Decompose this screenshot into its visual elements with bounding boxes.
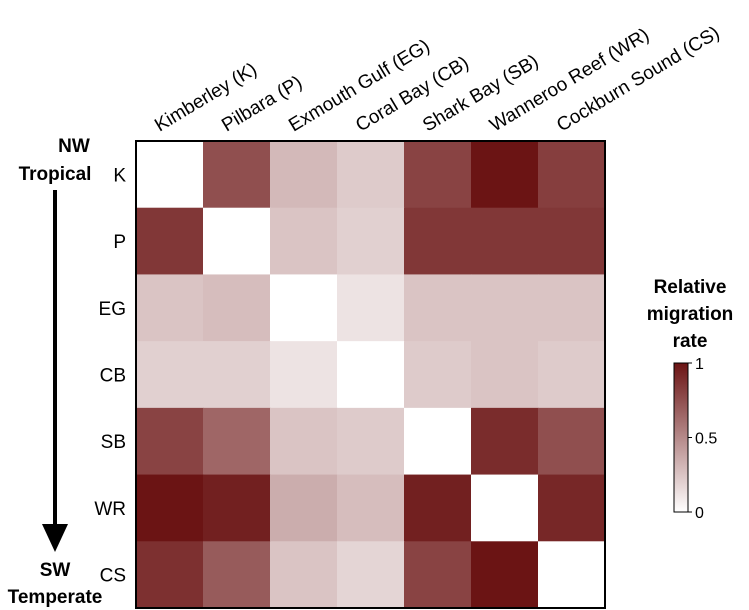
heatmap-cell-p-cs bbox=[538, 207, 606, 276]
legend-tick-label: 0.5 bbox=[695, 431, 717, 448]
side-label-tropical: Tropical bbox=[19, 164, 92, 185]
row-label-p: P bbox=[113, 232, 126, 253]
heatmap-cell-sb-eg bbox=[270, 407, 338, 476]
heatmap-cell-wr-cb bbox=[337, 474, 405, 542]
heatmap-cell-cb-k bbox=[136, 341, 204, 409]
heatmap-cell-cb-wr bbox=[471, 341, 539, 409]
heatmap-cell-p-p bbox=[203, 207, 271, 276]
column-labels: Kimberley (K)Pilbara (P)Exmouth Gulf (EG… bbox=[151, 23, 723, 137]
heatmap-cell-sb-p bbox=[203, 407, 271, 476]
heatmap-cell-eg-p bbox=[203, 274, 271, 342]
heatmap-cell-eg-cs bbox=[538, 274, 606, 342]
row-label-k: K bbox=[113, 165, 126, 186]
heatmap-cell-eg-cb bbox=[337, 274, 405, 342]
heatmap-cell-k-p bbox=[203, 141, 271, 209]
row-label-sb: SB bbox=[101, 432, 126, 453]
heatmap-cell-k-eg bbox=[270, 141, 338, 209]
heatmap-cell-wr-cs bbox=[538, 474, 606, 542]
heatmap-cell-cb-cs bbox=[538, 341, 606, 409]
heatmap-cell-cs-p bbox=[203, 541, 271, 609]
heatmap-cell-wr-eg bbox=[270, 474, 338, 542]
direction-arrow-head bbox=[42, 524, 68, 552]
row-label-eg: EG bbox=[99, 299, 126, 320]
heatmap-border bbox=[135, 140, 606, 609]
row-label-wr: WR bbox=[94, 499, 126, 520]
heatmap-cell-wr-k bbox=[136, 474, 204, 542]
legend-title-line-2: migration bbox=[647, 304, 734, 325]
column-label-sb: Shark Bay (SB) bbox=[419, 51, 542, 136]
side-label-temperate: Temperate bbox=[8, 587, 103, 608]
row-labels: K P EG CB SB WR CS bbox=[94, 165, 126, 586]
heatmap-cell-p-sb bbox=[404, 207, 472, 276]
heatmap-cell-sb-sb bbox=[404, 407, 472, 476]
heatmap-cell-cb-p bbox=[203, 341, 271, 409]
heatmap-cell-k-cb bbox=[337, 141, 405, 209]
row-label-cb: CB bbox=[100, 366, 126, 387]
heatmap-cell-cs-k bbox=[136, 541, 204, 609]
heatmap-cell-cs-eg bbox=[270, 541, 338, 609]
heatmap-cell-cb-sb bbox=[404, 341, 472, 409]
heatmap-cell-wr-wr bbox=[471, 474, 539, 542]
heatmap-cell-eg-wr bbox=[471, 274, 539, 342]
legend-ticks: 10.50 bbox=[688, 356, 717, 522]
legend-title-line-1: Relative bbox=[654, 277, 727, 298]
heatmap-cell-sb-cs bbox=[538, 407, 606, 476]
heatmap-cell-p-cb bbox=[337, 207, 405, 276]
heatmap-cell-k-sb bbox=[404, 141, 472, 209]
heatmap-cell-wr-sb bbox=[404, 474, 472, 542]
heatmap-cell-sb-cb bbox=[337, 407, 405, 476]
heatmap-cell-eg-eg bbox=[270, 274, 338, 342]
heatmap-cell-k-wr bbox=[471, 141, 539, 209]
heatmap-cells bbox=[136, 141, 606, 609]
heatmap-cell-eg-k bbox=[136, 274, 204, 342]
heatmap-cell-p-k bbox=[136, 207, 204, 276]
heatmap-cell-cb-eg bbox=[270, 341, 338, 409]
heatmap-cell-cs-cb bbox=[337, 541, 405, 609]
heatmap-cell-cs-wr bbox=[471, 541, 539, 609]
legend-title-line-3: rate bbox=[673, 331, 708, 352]
side-label-nw: NW bbox=[58, 136, 90, 157]
heatmap-cell-cs-sb bbox=[404, 541, 472, 609]
heatmap-cell-p-eg bbox=[270, 207, 338, 276]
heatmap-cell-eg-sb bbox=[404, 274, 472, 342]
heatmap-cell-k-cs bbox=[538, 141, 606, 209]
side-label-sw: SW bbox=[40, 560, 71, 581]
legend-colorbar bbox=[673, 362, 689, 513]
heatmap-cell-sb-k bbox=[136, 407, 204, 476]
heatmap-cell-cb-cb bbox=[337, 341, 405, 409]
legend-tick-label: 0 bbox=[695, 505, 704, 522]
legend-tick-label: 1 bbox=[695, 356, 704, 373]
heatmap-cell-k-k bbox=[136, 141, 204, 209]
heatmap-cell-p-wr bbox=[471, 207, 539, 276]
heatmap-cell-wr-p bbox=[203, 474, 271, 542]
row-label-cs: CS bbox=[100, 566, 126, 587]
heatmap-cell-sb-wr bbox=[471, 407, 539, 476]
heatmap-cell-cs-cs bbox=[538, 541, 606, 609]
